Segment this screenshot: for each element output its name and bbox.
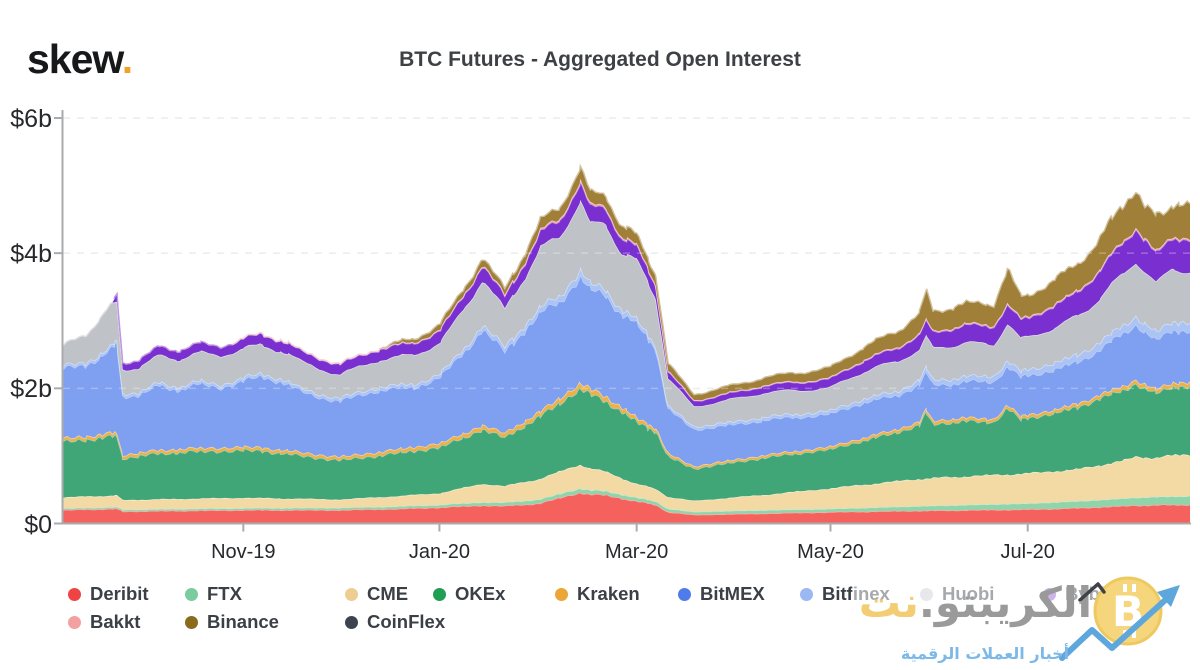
- bitcoin-coin-icon: [1093, 576, 1163, 646]
- legend-item-bitmex[interactable]: BitMEX: [668, 580, 790, 608]
- watermark-subtitle: أخبار العملات الرقمية: [900, 644, 1070, 663]
- y-tick-label: $4b: [10, 240, 52, 269]
- legend-dot-bitfinex: [800, 587, 813, 601]
- bitcoin-bar-bottom-right: [1132, 630, 1136, 638]
- legend-item-okex[interactable]: OKEx: [423, 580, 545, 608]
- area-edge-binance: [382, 163, 1191, 396]
- area-bitmex: [63, 273, 1190, 467]
- x-tick-label: Mar-20: [604, 541, 669, 563]
- legend-label: BitMEX: [700, 583, 765, 604]
- area-bitfinex: [63, 266, 1190, 430]
- legend-dot-bakkt: [68, 615, 81, 629]
- y-tick-label: $6b: [10, 105, 52, 133]
- trend-arrow-head: [1157, 585, 1180, 607]
- legend-item-ftx[interactable]: FTX: [175, 580, 335, 608]
- legend-label: Kraken: [577, 583, 640, 604]
- skew-logo: skew.: [27, 36, 133, 83]
- legend-dot-binance: [185, 615, 198, 629]
- legend-label: CoinFlex: [367, 611, 446, 632]
- bitcoin-bar-bottom-left: [1123, 630, 1127, 638]
- watermark-krypto-net: الكريبتو.نت B أخبار العملات الرقمية: [852, 576, 1200, 670]
- legend-dot-okex: [433, 587, 446, 601]
- legend-item-binance[interactable]: Binance: [175, 608, 335, 636]
- legend-label: OKEx: [455, 583, 506, 604]
- legend-item-bakkt[interactable]: Bakkt: [58, 608, 175, 636]
- y-tick-label: $2b: [10, 375, 52, 404]
- legend-dot-ftx: [185, 587, 198, 601]
- legend-dot-deribit: [68, 587, 81, 601]
- chart-title: BTC Futures - Aggregated Open Interest: [399, 48, 801, 71]
- x-tick-label: Nov-19: [211, 541, 276, 563]
- legend-label: Deribit: [90, 583, 149, 604]
- legend-dot-kraken: [555, 587, 568, 601]
- watermark-title-main: الكريبتو.: [918, 578, 1092, 627]
- legend-label: Binance: [207, 611, 279, 632]
- legend-label: Bakkt: [90, 611, 141, 632]
- watermark-title: الكريبتو.نت: [859, 582, 1092, 624]
- area-huobi: [63, 199, 1190, 428]
- x-tick-label: May-20: [797, 541, 864, 563]
- area-okex: [63, 383, 1190, 501]
- y-tick-label: $0: [24, 510, 52, 539]
- watermark-title-accent: نت: [858, 578, 919, 627]
- area-bybit: [63, 180, 1190, 407]
- bitcoin-b-glyph: B: [1112, 587, 1144, 636]
- legend-label: CME: [367, 583, 409, 604]
- legend-item-cme[interactable]: CME: [335, 580, 423, 608]
- legend-dot-bitmex: [678, 587, 691, 601]
- legend-dot-cme: [345, 587, 358, 601]
- legend-label: FTX: [207, 583, 242, 604]
- skew-logo-dot: .: [121, 36, 133, 82]
- skew-logo-text: skew: [27, 36, 123, 82]
- x-tick-label: Jan-20: [408, 541, 470, 563]
- x-tick-label: Jul-20: [1000, 541, 1055, 563]
- area-deribit: [63, 492, 1190, 524]
- legend-item-coinflex[interactable]: CoinFlex: [335, 608, 445, 636]
- bitcoin-bar-top-right: [1132, 584, 1136, 592]
- legend-dot-coinflex: [345, 615, 358, 629]
- legend-item-deribit[interactable]: Deribit: [58, 580, 175, 608]
- legend-item-kraken[interactable]: Kraken: [545, 580, 668, 608]
- bitcoin-bar-top-left: [1123, 584, 1127, 592]
- area-cme: [63, 454, 1190, 512]
